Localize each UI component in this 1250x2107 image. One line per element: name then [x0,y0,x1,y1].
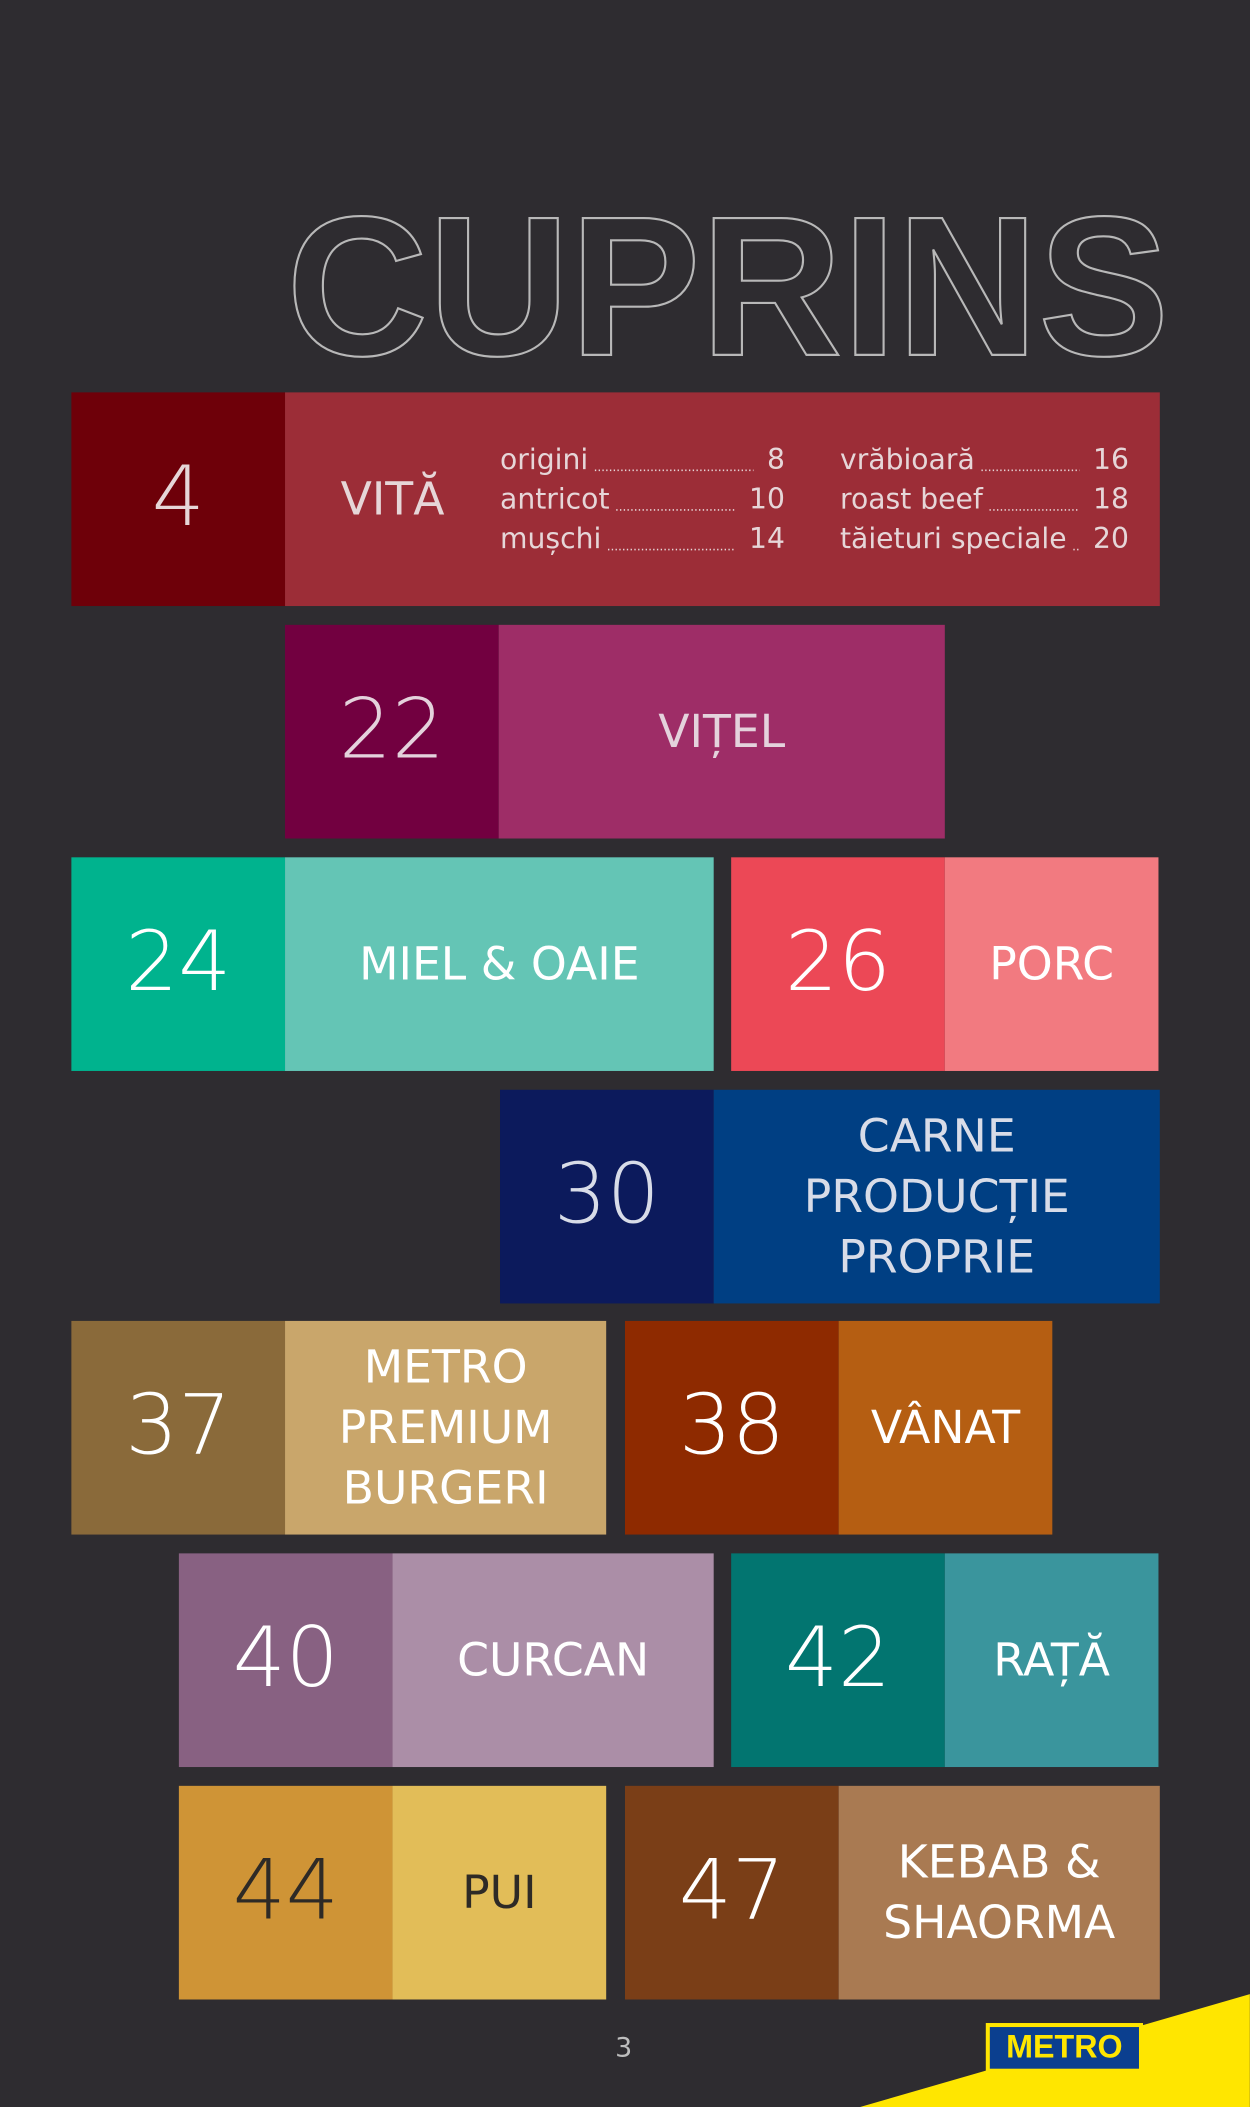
logo-box [985,2023,1144,2073]
section-page: 38 [679,1376,785,1473]
section-label: PREMIUM [339,1401,553,1454]
item-name: tăieturi speciale [840,522,1067,555]
section-label: VITĂ [341,470,445,525]
label-tile [498,624,945,839]
page-number: 3 [615,2033,632,2064]
section-label: CURCAN [457,1633,649,1686]
section-page: 42 [785,1609,891,1706]
label-tile [838,1785,1160,2000]
section-page: 44 [233,1841,339,1938]
item-name: origini [500,443,588,476]
item-page: 14 [749,522,785,555]
item-page: 16 [1093,443,1129,476]
section-label: CARNE [858,1109,1016,1162]
label-tile [285,857,714,1071]
logo: METRO [1006,2029,1122,2065]
page-tile [731,1553,945,1768]
label-tile [392,1553,714,1768]
page-tile [731,857,945,1071]
label-tile [944,857,1159,1071]
section-label: KEBAB & [898,1836,1101,1889]
page-tile [500,1089,714,1304]
page-tile [71,392,286,607]
section-page: 22 [339,680,445,777]
section-label: VÂNAT [871,1400,1021,1454]
item-name: mușchi [500,522,601,555]
section-label: VIȚEL [658,705,785,759]
section-page: 40 [233,1609,339,1706]
section-label: PRODUCȚIE [804,1170,1070,1224]
page-title: CUPRINS [286,176,1169,398]
item-name: roast beef [840,483,984,516]
section-label: RAȚĂ [993,1631,1110,1687]
label-tile [713,1089,1160,1304]
label-tile [285,1320,607,1535]
page-tile [178,1553,393,1768]
label-tile [944,1553,1159,1768]
item-name: vrăbioară [840,443,975,476]
page-tile [71,1320,286,1535]
section-page: 30 [554,1145,660,1242]
page-tile [178,1785,393,2000]
label-tile [285,392,1160,607]
section-label: BURGERI [343,1461,549,1514]
label-tile [392,1785,607,2000]
section-page: 37 [125,1376,231,1473]
item-name: antricot [500,483,609,516]
section-page: 24 [125,913,231,1010]
section-page: 4 [152,448,205,545]
section-label: PUI [462,1866,536,1919]
item-page: 20 [1093,522,1129,555]
page-tile [625,1320,839,1535]
section-label: SHAORMA [883,1896,1115,1949]
section-label: PROPRIE [838,1230,1035,1283]
item-page: 10 [749,483,785,516]
item-page: 8 [767,443,785,476]
page-tile [71,857,286,1071]
item-page: 18 [1093,483,1129,516]
section-label: METRO [364,1340,528,1393]
section-label: PORC [989,937,1114,990]
page-tile [285,624,499,839]
section-page: 47 [679,1841,785,1938]
page-tile [625,1785,839,2000]
section-label: MIEL & OAIE [359,937,640,990]
section-page: 26 [785,913,891,1010]
label-tile [838,1320,1053,1535]
